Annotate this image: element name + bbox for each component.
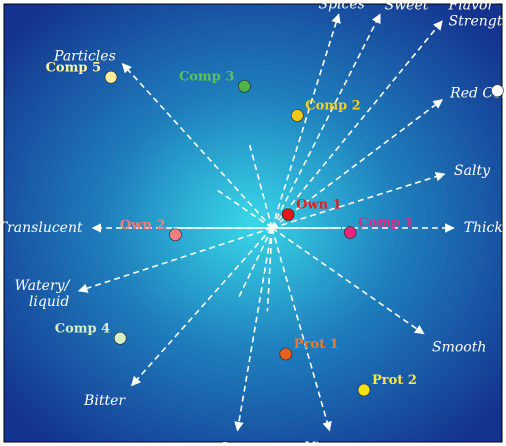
point-comp-3 — [238, 79, 251, 93]
inner-vector-3 — [236, 227, 273, 301]
point-prot-2 — [357, 383, 371, 397]
point-label-comp-3: Comp 3 — [179, 69, 234, 84]
vector-red-color — [271, 99, 443, 229]
attribute-label-vinegar: Vinegar — [304, 440, 361, 446]
point-prot-1 — [279, 347, 293, 361]
point-comp-5 — [104, 70, 118, 84]
point-label-own-2: Own 2 — [120, 218, 166, 233]
attribute-label-salty: Salty — [454, 163, 491, 179]
point-label-prot-1: Prot 1 — [294, 337, 339, 352]
attribute-label-smooth: Smooth — [432, 339, 486, 355]
attribute-label-translucent: Translucent — [0, 220, 83, 236]
point-label-comp-2: Comp 2 — [305, 99, 360, 114]
point-label-prot-2: Prot 2 — [372, 373, 417, 388]
attribute-label-flavor-strength: Flavor Strength — [448, 0, 506, 29]
point-own-1 — [281, 208, 295, 221]
vector-particles — [121, 63, 273, 229]
inner-vector-2 — [248, 142, 273, 229]
point-own-2 — [169, 228, 182, 242]
plot-area — [3, 3, 503, 443]
point-comp-2 — [290, 109, 304, 122]
inner-vector-1 — [216, 189, 273, 229]
vector-salty — [271, 172, 446, 229]
attribute-label-spices: Spices — [319, 0, 365, 13]
vector-sour — [234, 227, 273, 432]
point-label-own-1: Own 1 — [296, 198, 342, 213]
attribute-label-sour: Sour — [219, 440, 254, 446]
attribute-label-particles: Particles — [53, 48, 116, 64]
point-label-comp-4: Comp 4 — [55, 321, 110, 336]
attribute-label-thick: Thick — [464, 220, 503, 236]
point-label-comp-1: Comp 1 — [358, 216, 413, 231]
vector-smooth — [271, 227, 425, 335]
vector-flavor-strength — [271, 20, 443, 229]
axes-layer — [77, 13, 455, 432]
vector-spices — [271, 13, 341, 229]
point-comp-4 — [113, 331, 127, 345]
vector-vinegar — [271, 227, 332, 432]
attribute-label-bitter: Bitter — [83, 393, 126, 409]
attribute-label-watery-liquid: Watery/liquid — [15, 278, 71, 310]
point-label-comp-5: Comp 5 — [46, 60, 101, 75]
vector-watery-liquid — [77, 227, 273, 293]
inner-vector-4 — [266, 227, 273, 312]
vector-bitter — [131, 227, 273, 387]
point-comp-1 — [343, 226, 357, 239]
attribute-label-sweet: Sweet — [385, 0, 429, 13]
point-prot-3 — [491, 84, 504, 98]
